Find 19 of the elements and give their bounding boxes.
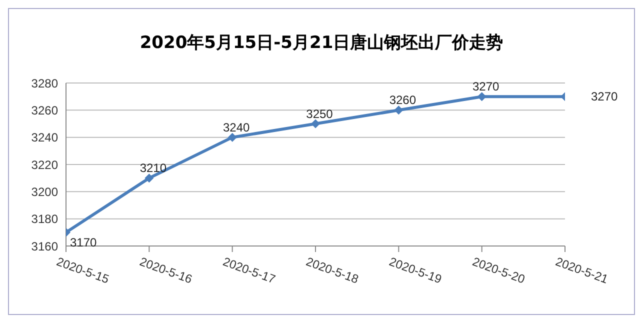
- y-tick-label: 3260: [31, 103, 58, 118]
- y-tick-label: 3220: [31, 158, 58, 172]
- point: [144, 174, 154, 183]
- y-tick-label: 3200: [31, 184, 58, 199]
- chart-title: 2020年5月15日-5月21日唐山钢坯出厂价走势: [138, 32, 504, 54]
- data-label: 3270: [591, 90, 618, 104]
- data-label: 3240: [222, 120, 250, 134]
- y-tick-label: 3160: [31, 239, 58, 254]
- y-tick-label: 3240: [31, 130, 58, 145]
- data-label: 3270: [472, 80, 500, 94]
- y-tick-label: 3180: [31, 212, 58, 226]
- data-label: 3250: [306, 106, 334, 121]
- point: [311, 119, 320, 128]
- point: [394, 106, 404, 115]
- data-label: 3210: [140, 161, 167, 176]
- y-tick-label: 3280: [31, 76, 58, 90]
- data-label: 3260: [389, 93, 416, 108]
- data-label: 3170: [70, 235, 98, 250]
- point: [228, 132, 237, 142]
